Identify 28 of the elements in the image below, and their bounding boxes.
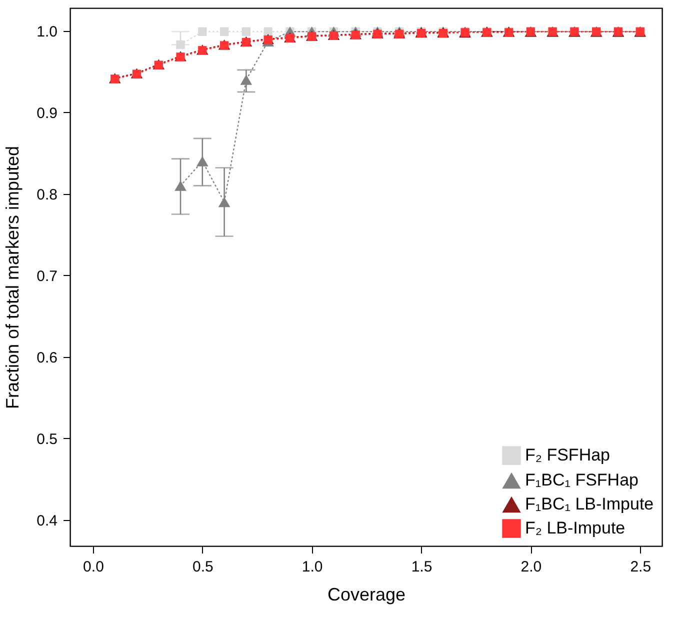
point — [198, 27, 207, 36]
point — [240, 74, 252, 85]
legend-label: F₂ FSFHap — [525, 446, 610, 464]
y-tick-label: 0.7 — [36, 268, 58, 285]
y-tick-label: 0.6 — [36, 349, 58, 366]
y-tick-label: 0.9 — [36, 104, 58, 122]
x-tick-label: 0.0 — [83, 558, 104, 576]
x-tick-label: 1.5 — [411, 558, 432, 576]
x-tick-label: 2.5 — [630, 558, 652, 576]
y-tick-label: 0.4 — [36, 512, 58, 530]
legend-label: F₂ LB-Impute — [525, 518, 626, 538]
y-tick-label: 0.5 — [36, 430, 58, 448]
point — [218, 196, 230, 208]
y-tick-label: 0.8 — [36, 186, 58, 204]
x-tick-label: 1.0 — [302, 558, 323, 576]
x-tick-label: 0.5 — [192, 558, 214, 576]
point — [220, 27, 229, 36]
point — [174, 180, 186, 191]
x-axis-title: Coverage — [327, 584, 406, 604]
legend-label: F₁BC₁ LB-Impute — [525, 494, 654, 514]
legend-label: F₁BC₁ FSFHap — [525, 470, 638, 490]
point — [242, 27, 251, 36]
x-tick-label: 2.0 — [520, 558, 542, 576]
y-tick-label: 1.0 — [36, 23, 58, 40]
y-axis-title: Fraction of total markers imputed — [2, 146, 23, 410]
point — [196, 156, 208, 166]
point — [264, 27, 272, 36]
point — [176, 40, 185, 50]
